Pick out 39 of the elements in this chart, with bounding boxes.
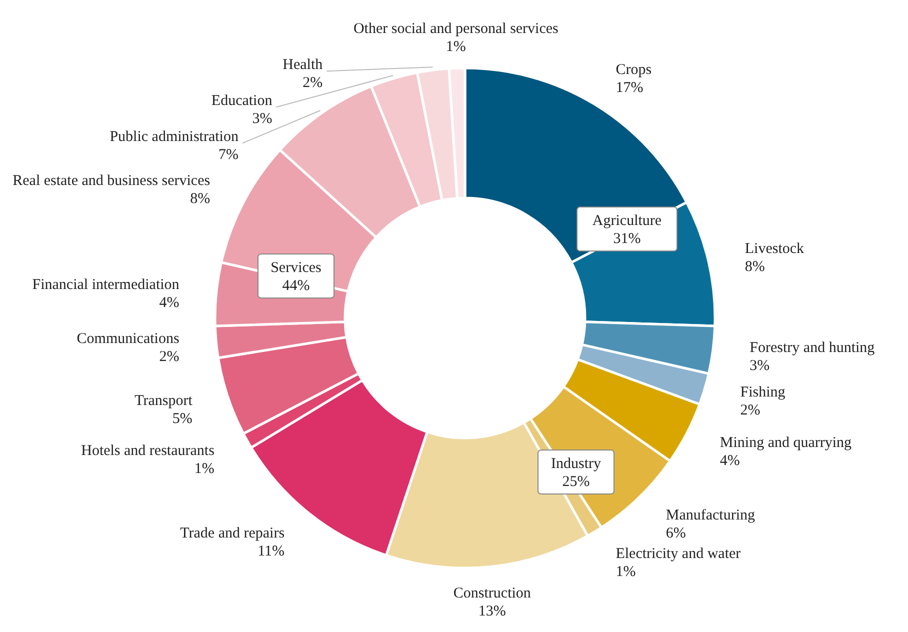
slice-label: Electricity and water [616, 546, 741, 562]
slice-label: Other social and personal services [353, 21, 559, 38]
slice-label: Trade and repairs [180, 525, 285, 542]
text: Agriculture 31% [592, 213, 662, 247]
data-label: 1% [616, 564, 636, 580]
data-label: 2% [302, 75, 323, 92]
data-label: 2% [159, 349, 180, 366]
slice-label: Communications [76, 331, 180, 348]
data-label: 3% [252, 111, 272, 128]
data-label: 8% [190, 191, 210, 208]
slice-label: Health [282, 57, 324, 74]
data-label: 13% [478, 604, 506, 620]
data-label: 7% [218, 147, 238, 164]
data-label: 4% [720, 452, 740, 469]
data-label: 2% [740, 402, 760, 419]
data-label: 4% [159, 294, 180, 311]
data-label: 11% [258, 543, 285, 560]
slice-label: Mining and quarrying [720, 434, 852, 451]
data-label: 17% [616, 80, 644, 96]
slice-label: Fishing [740, 384, 786, 401]
text: Services 44% [270, 260, 322, 294]
slice-label: Manufacturing [666, 507, 756, 524]
slice-label: Construction [453, 586, 532, 602]
slice-label: Hotels and restaurants [81, 442, 215, 459]
data-label: 5% [172, 411, 192, 428]
slice-label: Transport [134, 393, 194, 410]
data-label: 1% [194, 460, 214, 477]
slice-label: Forestry and hunting [750, 340, 876, 356]
data-label: 3% [750, 358, 770, 374]
data-label: 6% [666, 525, 686, 542]
slice-label: Education [211, 93, 273, 110]
slice-label: Real estate and business services [12, 173, 210, 190]
slice-label: Financial intermediation [32, 276, 180, 293]
slice-label: Public administration [110, 129, 239, 146]
text: Industry 25% [551, 456, 602, 490]
data-label: 1% [446, 39, 466, 56]
slice-label: Livestock [744, 241, 805, 258]
data-label: 8% [744, 259, 765, 276]
slice-label: Crops [616, 62, 652, 78]
